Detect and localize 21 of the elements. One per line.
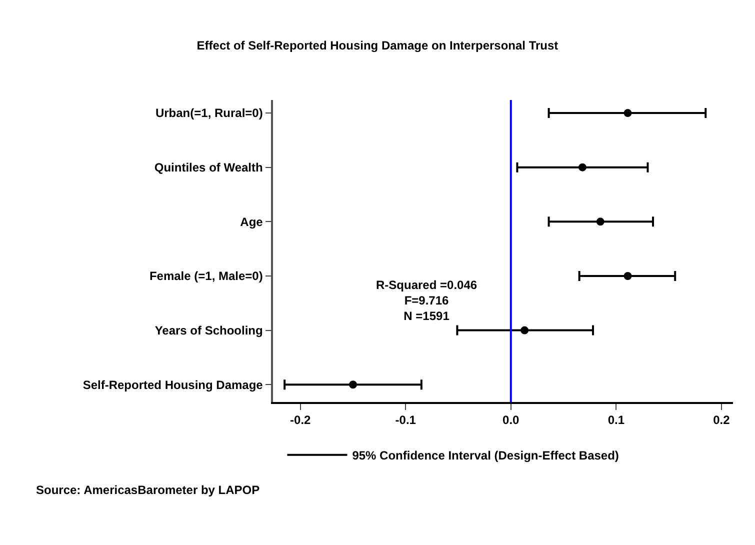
point: [596, 218, 604, 226]
x-tick-label: 0.1: [608, 413, 625, 428]
y-tick-label: Urban(=1, Rural=0): [155, 106, 263, 120]
y-tick-label: Female (=1, Male=0): [149, 269, 263, 284]
source-note: Source: AmericasBarometer by LAPOP: [36, 483, 260, 497]
y-tick-label: Age: [240, 214, 264, 229]
y-tick-label: Quintiles of Wealth: [154, 160, 263, 175]
point: [578, 163, 586, 172]
x-tick-label: 0.0: [502, 413, 520, 428]
chart-title: Effect of Self-Reported Housing Damage on Interpersonal Trust: [196, 38, 558, 52]
y-tick-label: Years of Schooling: [154, 324, 263, 338]
point: [624, 272, 632, 280]
x-tick-label: -0.1: [395, 413, 416, 428]
point: [349, 380, 357, 389]
y-tick-label: Self-Reported Housing Damage: [82, 378, 264, 392]
x-tick-label: -0.2: [290, 413, 312, 428]
point: [520, 326, 529, 334]
point: [624, 109, 632, 118]
legend-label: 95% Confidence Interval (Design-Effect Based): [352, 448, 619, 463]
x-tick-label: 0.2: [713, 413, 730, 428]
annotation: R-Squared =0.046 F=9.716 N =1591: [376, 278, 478, 324]
